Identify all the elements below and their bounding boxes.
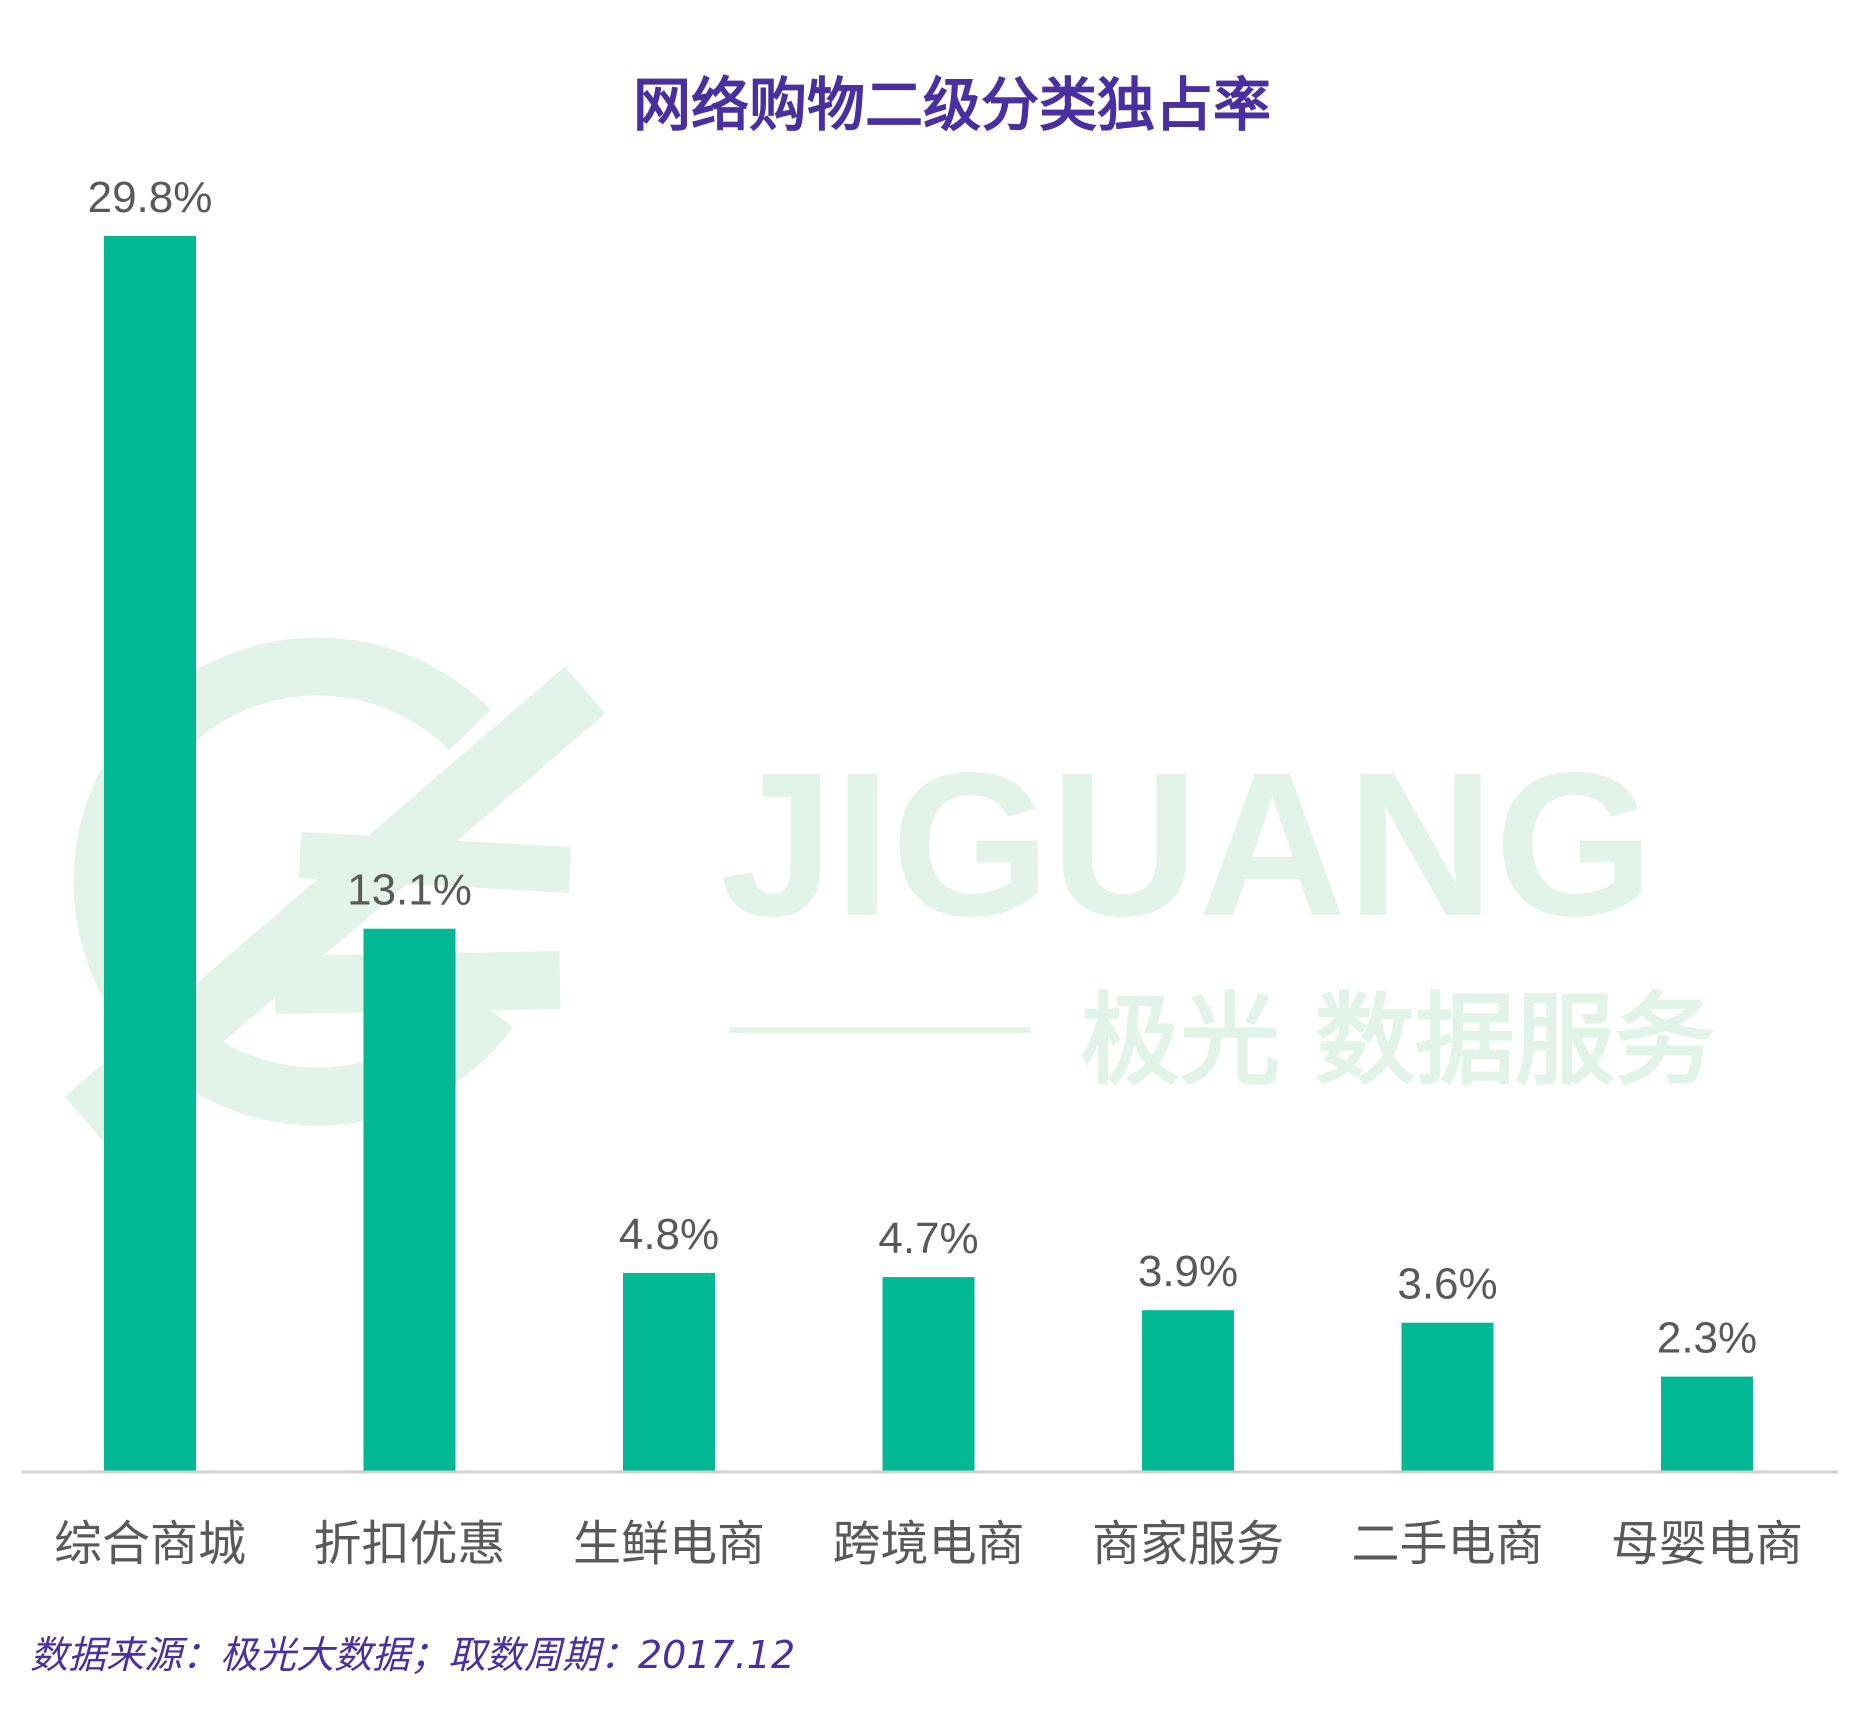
bars	[104, 236, 1753, 1472]
value-label-5: 3.9%	[1138, 1247, 1238, 1296]
watermark-tagline: 极光 数据服务	[1080, 982, 1715, 1099]
chart-title: 网络购物二级分类独占率	[633, 71, 1271, 139]
value-label-4: 4.7%	[878, 1214, 978, 1263]
bar-1	[104, 236, 196, 1472]
value-label-7: 2.3%	[1657, 1314, 1757, 1363]
bar-4	[882, 1277, 975, 1472]
value-label-2: 13.1%	[347, 866, 472, 915]
category-label-3: 生鲜电商	[573, 1516, 765, 1572]
category-label-6: 二手电商	[1351, 1516, 1543, 1572]
category-label-7: 母婴电商	[1611, 1516, 1803, 1572]
category-label-4: 跨境电商	[832, 1516, 1024, 1572]
category-label-2: 折扣优惠	[313, 1516, 505, 1572]
bar-2	[363, 928, 456, 1472]
value-labels: 29.8% 13.1% 4.8% 4.7% 3.9% 3.6% 2.3%	[88, 173, 1758, 1363]
category-label-1: 综合商城	[54, 1516, 246, 1572]
bar-6	[1401, 1322, 1494, 1472]
bar-3	[623, 1272, 715, 1472]
bar-5	[1142, 1310, 1234, 1472]
value-label-6: 3.6%	[1397, 1260, 1497, 1309]
bar-7	[1661, 1376, 1753, 1472]
value-label-3: 4.8%	[619, 1210, 719, 1259]
value-label-1: 29.8%	[88, 173, 213, 222]
watermark: JIGUANG 极光 数据服务	[64, 637, 1715, 1144]
category-labels: 综合商城 折扣优惠 生鲜电商 跨境电商 商家服务 二手电商 母婴电商	[54, 1516, 1803, 1572]
source-note: 数据来源：极光大数据；取数周期：2017.12	[30, 1633, 795, 1677]
category-label-5: 商家服务	[1092, 1516, 1284, 1572]
watermark-brand: JIGUANG	[720, 730, 1654, 959]
